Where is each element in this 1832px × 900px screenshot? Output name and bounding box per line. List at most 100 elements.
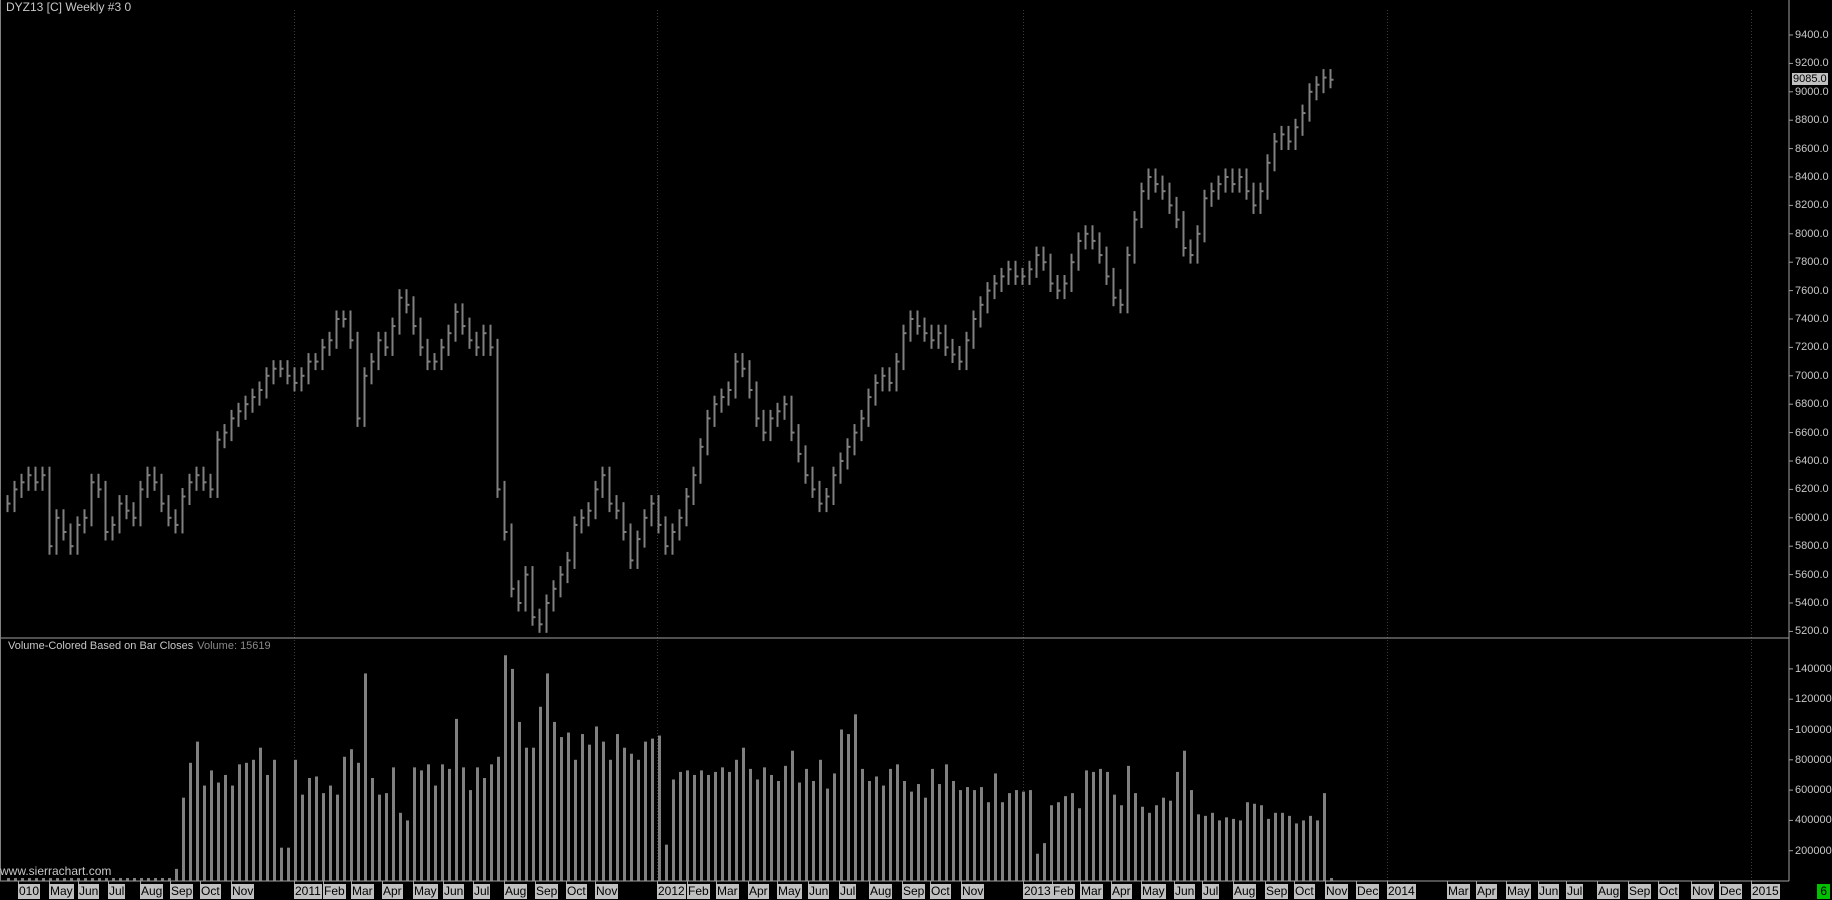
price-bar xyxy=(608,466,613,513)
price-bar xyxy=(1287,125,1292,151)
price-tick-label: 5800.0 xyxy=(1795,540,1829,553)
volume-bar xyxy=(714,771,717,881)
volume-bar xyxy=(1183,750,1186,881)
volume-bar xyxy=(980,787,983,881)
volume-bar xyxy=(756,779,759,881)
price-bar xyxy=(1238,168,1243,193)
price-bar xyxy=(510,523,515,598)
price-bar xyxy=(426,338,431,371)
price-bar xyxy=(937,324,942,349)
price-bar xyxy=(678,509,683,541)
price-tick-label: 8600.0 xyxy=(1795,142,1829,155)
volume-bar xyxy=(623,747,626,881)
price-bar xyxy=(1217,175,1222,200)
price-bar xyxy=(1308,83,1313,122)
volume-bar xyxy=(1309,815,1312,881)
price-bar xyxy=(818,480,823,513)
price-bar xyxy=(958,345,963,371)
price-bar xyxy=(293,367,298,392)
price-bar xyxy=(720,388,725,413)
volume-bar xyxy=(175,868,178,881)
price-bar xyxy=(314,353,319,371)
price-tick-label: 5400.0 xyxy=(1795,597,1829,609)
price-bar xyxy=(244,395,249,420)
price-bar xyxy=(846,438,851,470)
status-indicator[interactable]: 6 xyxy=(1817,884,1830,899)
price-bar xyxy=(363,367,368,427)
volume-bar xyxy=(1092,771,1095,881)
volume-bar xyxy=(203,785,206,881)
volume-bar xyxy=(462,767,465,881)
price-bar xyxy=(223,424,228,449)
volume-tick-label: 400000 xyxy=(1795,814,1832,827)
price-bar xyxy=(650,495,655,527)
price-tick-label: 6000.0 xyxy=(1795,511,1829,524)
volume-bar xyxy=(644,741,647,881)
volume-bar xyxy=(1197,814,1200,881)
price-bar xyxy=(300,367,305,392)
price-bar xyxy=(881,367,886,392)
axis-ticks xyxy=(18,34,1793,886)
time-tick-label: Jul xyxy=(473,884,491,899)
volume-bar xyxy=(721,767,724,881)
volume-bar xyxy=(952,781,955,881)
price-bar xyxy=(601,466,606,498)
volume-bar xyxy=(1057,802,1060,881)
volume-bar xyxy=(833,773,836,881)
volume-bar xyxy=(357,762,360,881)
price-bar xyxy=(181,487,186,534)
price-tick-label: 7800.0 xyxy=(1795,256,1829,269)
price-bar xyxy=(902,324,907,371)
price-bar xyxy=(531,566,536,626)
volume-bar xyxy=(504,655,507,881)
price-bar xyxy=(342,310,347,328)
price-bar xyxy=(377,331,382,371)
volume-bar xyxy=(42,877,45,881)
volume-bar xyxy=(1078,808,1081,881)
price-bar xyxy=(412,296,417,335)
volume-bar xyxy=(70,877,73,881)
price-bar xyxy=(587,502,592,527)
price-bar xyxy=(853,424,858,456)
price-tick-label: 8400.0 xyxy=(1795,171,1829,183)
volume-bar xyxy=(1330,877,1333,881)
price-bar xyxy=(762,409,767,442)
time-tick-label: Nov xyxy=(1325,884,1349,899)
volume-bar xyxy=(1316,820,1319,881)
price-bar xyxy=(132,502,137,527)
price-bar xyxy=(1329,69,1334,89)
volume-bar xyxy=(77,877,80,881)
time-tick-label: Nov xyxy=(961,884,985,899)
volume-bar xyxy=(595,726,598,881)
volume-bar xyxy=(1253,803,1256,881)
time-tick-label: Feb xyxy=(323,884,346,899)
price-bar xyxy=(594,480,599,520)
price-bar xyxy=(1259,182,1264,214)
volume-bar xyxy=(231,785,234,881)
price-bar xyxy=(1315,76,1320,101)
volume-bar xyxy=(889,768,892,881)
price-bar xyxy=(405,289,410,314)
time-tick-label: Aug xyxy=(1597,884,1621,899)
volume-bar xyxy=(119,877,122,881)
price-bar xyxy=(76,516,81,555)
price-bar xyxy=(713,395,718,427)
price-bar xyxy=(664,516,669,555)
volume-bar xyxy=(238,764,241,881)
volume-bar xyxy=(28,877,31,881)
time-tick-label: Jun xyxy=(78,884,100,899)
time-tick-label: Jun xyxy=(1538,884,1560,899)
price-bar xyxy=(6,495,11,513)
volume-tick-label: 120000 xyxy=(1795,693,1832,706)
volume-bar xyxy=(651,738,654,881)
price-bar xyxy=(727,381,732,406)
volume-bar xyxy=(420,770,423,881)
price-bar xyxy=(951,338,956,364)
price-bar xyxy=(454,303,459,342)
price-bar xyxy=(279,360,284,378)
price-bar xyxy=(1189,239,1194,264)
volume-tick-label: 600000 xyxy=(1795,784,1832,797)
time-tick-label: Mar xyxy=(1080,884,1103,899)
volume-bar xyxy=(798,782,801,881)
